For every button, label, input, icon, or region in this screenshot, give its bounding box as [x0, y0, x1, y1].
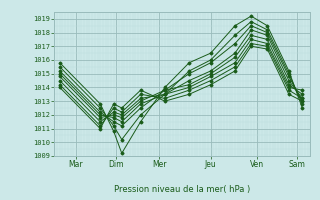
Text: Pression niveau de la mer( hPa ): Pression niveau de la mer( hPa ) — [114, 185, 251, 194]
